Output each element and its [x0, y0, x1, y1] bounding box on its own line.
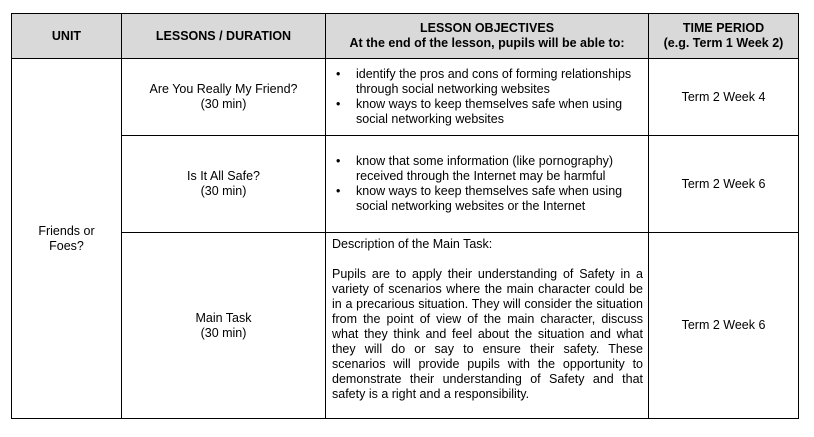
table-row: Main Task (30 min) Description of the Ma… — [12, 232, 799, 419]
lesson-duration: (30 min) — [200, 97, 247, 111]
unit-name-line1: Friends or — [38, 223, 95, 238]
header-time-title: TIME PERIOD — [682, 21, 765, 35]
header-objectives: LESSON OBJECTIVES At the end of the less… — [325, 13, 649, 59]
objective-item: know ways to keep themselves safe when u… — [336, 97, 644, 127]
lesson-title: Are You Really My Friend? — [149, 82, 298, 96]
objectives-cell: identify the pros and cons of forming re… — [325, 58, 649, 136]
objectives-cell: know that some information (like pornogr… — [325, 135, 649, 233]
header-objectives-subtitle: At the end of the lesson, pupils will be… — [349, 36, 625, 50]
table-row: Is It All Safe? (30 min) know that some … — [12, 135, 799, 233]
time-cell: Term 2 Week 6 — [648, 232, 799, 419]
objective-item: know ways to keep themselves safe when u… — [336, 184, 644, 214]
header-unit-label: UNIT — [51, 28, 82, 43]
unit-cell: Friends or Foes? — [11, 58, 122, 419]
header-unit: UNIT — [11, 13, 122, 59]
header-row: UNIT LESSONS / DURATION LESSON OBJECTIVE… — [11, 13, 799, 59]
header-lessons: LESSONS / DURATION — [121, 13, 326, 59]
lesson-title: Main Task — [195, 310, 252, 325]
time-period-value: Term 2 Week 6 — [681, 318, 766, 332]
lesson-plan-table: UNIT LESSONS / DURATION LESSON OBJECTIVE… — [11, 13, 799, 419]
time-period-value: Term 2 Week 6 — [681, 176, 766, 191]
lesson-cell: Main Task (30 min) — [121, 232, 326, 419]
lesson-duration: (30 min) — [200, 184, 247, 198]
header-objectives-title: LESSON OBJECTIVES — [419, 21, 555, 35]
main-task-description: Pupils are to apply their understanding … — [332, 267, 643, 401]
lesson-title: Is It All Safe? — [187, 169, 260, 183]
main-task-cell: Description of the Main Task: Pupils are… — [325, 232, 649, 419]
lesson-duration: (30 min) — [200, 325, 247, 340]
header-time-period: TIME PERIOD (e.g. Term 1 Week 2) — [648, 13, 799, 59]
objectives-list: identify the pros and cons of forming re… — [336, 67, 644, 127]
time-period-value: Term 2 Week 4 — [681, 89, 766, 104]
lesson-cell: Is It All Safe? (30 min) — [121, 135, 326, 233]
header-lessons-label: LESSONS / DURATION — [155, 28, 292, 43]
time-cell: Term 2 Week 6 — [648, 135, 799, 233]
objective-item: know that some information (like pornogr… — [336, 154, 644, 184]
table-row: Friends or Foes? Are You Really My Frien… — [11, 58, 799, 419]
time-cell: Term 2 Week 4 — [648, 58, 799, 136]
lesson-cell: Are You Really My Friend? (30 min) — [121, 58, 326, 136]
objective-item: identify the pros and cons of forming re… — [336, 67, 644, 97]
header-time-example: (e.g. Term 1 Week 2) — [663, 36, 784, 50]
main-task-heading: Description of the Main Task: — [332, 237, 493, 251]
unit-name-line2: Foes? — [49, 238, 84, 253]
objectives-list: know that some information (like pornogr… — [336, 154, 644, 214]
